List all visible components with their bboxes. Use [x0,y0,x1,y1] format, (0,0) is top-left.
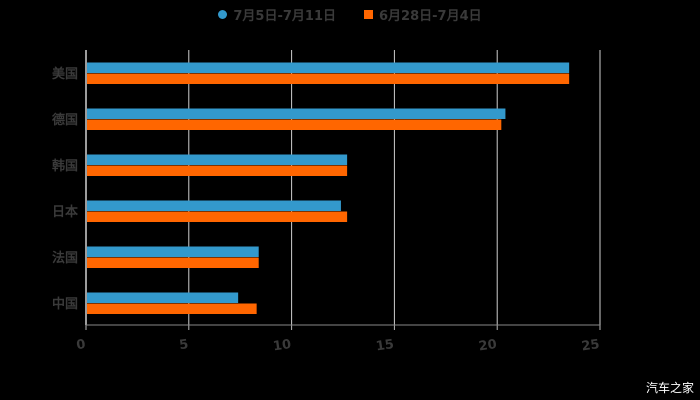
bar[interactable] [87,165,348,177]
y-category-label: 中国 [52,296,78,312]
x-tick-label: 15 [375,337,395,354]
bar[interactable] [87,154,348,166]
bar[interactable] [87,119,502,131]
x-tick-label: 0 [76,337,87,353]
bar[interactable] [87,200,341,212]
y-category-label: 法国 [52,250,78,266]
y-category-label: 美国 [52,66,78,82]
chart-legend: 7月5日-7月11日 6月28日-7月4日 [0,4,700,24]
x-tick-label: 10 [272,337,292,354]
series2-marker-icon [364,9,373,19]
bar[interactable] [87,62,570,74]
y-category-label: 韩国 [52,158,78,174]
legend-item-series1[interactable]: 7月5日-7月11日 [218,4,336,24]
y-category-label: 日本 [52,204,78,220]
legend-label-series1: 7月5日-7月11日 [233,8,336,24]
legend-label-series2: 6月28日-7月4日 [379,8,482,24]
bar[interactable] [87,292,239,304]
legend-item-series2[interactable]: 6月28日-7月4日 [364,4,482,24]
x-tick-label: 25 [581,337,601,354]
bar[interactable] [87,73,570,85]
bar[interactable] [87,211,348,223]
x-tick-label: 20 [478,337,498,354]
bar[interactable] [87,108,506,120]
bar[interactable] [87,257,259,269]
bar[interactable] [87,246,259,258]
series1-marker-icon [218,9,228,19]
x-tick-label: 5 [178,337,189,353]
y-category-label: 德国 [52,112,78,128]
bar[interactable] [87,303,257,315]
watermark: 汽车之家 [645,381,694,395]
